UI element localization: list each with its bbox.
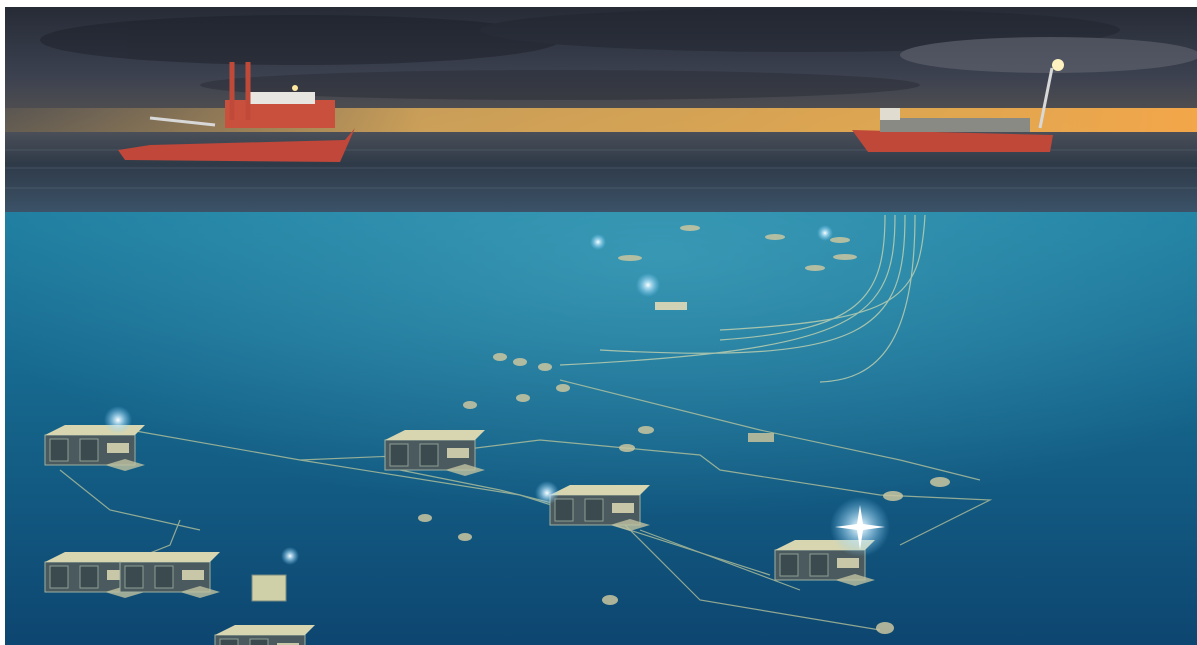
fpso <box>852 59 1064 152</box>
vessel <box>118 62 355 162</box>
manifolds <box>418 225 950 634</box>
clouds <box>40 8 1197 100</box>
subsea-templates <box>44 302 876 645</box>
lights <box>104 225 890 565</box>
risers <box>559 214 926 383</box>
